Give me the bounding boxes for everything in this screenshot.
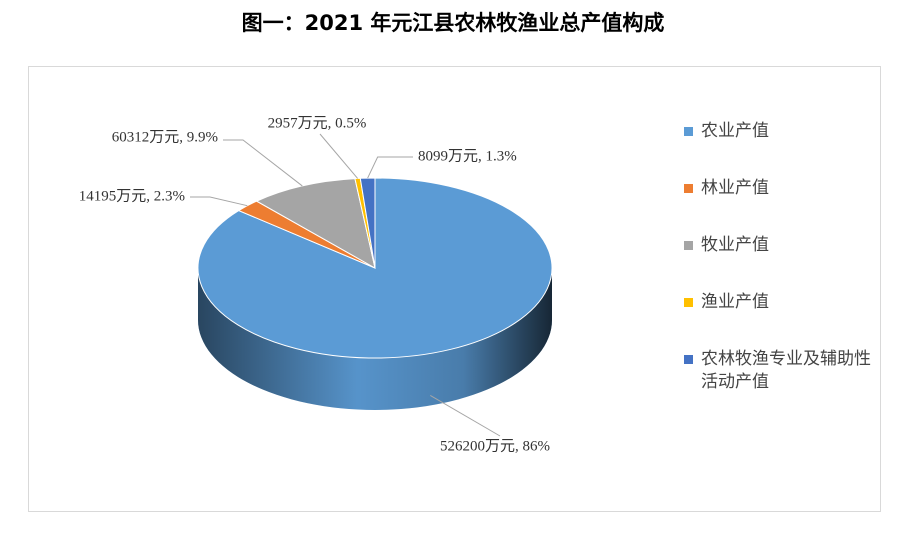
leader-line [430, 395, 501, 437]
legend-label: 渔业产值 [701, 292, 769, 312]
legend-swatch [684, 298, 693, 307]
data-label: 2957万元, 0.5% [268, 115, 367, 131]
legend-swatch [684, 241, 693, 250]
pie-slice [255, 178, 376, 269]
legend: 农业产值林业产值牧业产值渔业产值农林牧渔专业及辅助性活动产值 [684, 120, 874, 428]
legend-label: 林业产值 [701, 178, 769, 198]
pie-side-shade [198, 268, 552, 410]
leader-line [319, 133, 358, 179]
legend-label: 牧业产值 [701, 235, 769, 255]
data-label: 8099万元, 1.3% [418, 148, 517, 164]
legend-swatch [684, 127, 693, 136]
legend-item: 农林牧渔专业及辅助性活动产值 [684, 348, 874, 394]
leader-line [190, 196, 248, 207]
data-label: 14195万元, 2.3% [79, 188, 185, 204]
legend-item: 林业产值 [684, 177, 874, 200]
legend-item: 牧业产值 [684, 234, 874, 257]
legend-item: 农业产值 [684, 120, 874, 143]
pie-slice [197, 177, 553, 359]
leader-line [367, 156, 413, 179]
data-label: 60312万元, 9.9% [112, 129, 218, 145]
legend-swatch [684, 355, 693, 364]
data-label: 526200万元, 86% [440, 438, 550, 454]
legend-label: 农业产值 [701, 121, 769, 141]
legend-label: 农林牧渔专业及辅助性活动产值 [701, 349, 871, 392]
legend-swatch [684, 184, 693, 193]
legend-item: 渔业产值 [684, 291, 874, 314]
chart-title: 图一：2021 年元江县农林牧渔业总产值构成 [242, 11, 665, 35]
plot-frame [28, 66, 881, 512]
leader-line [223, 139, 303, 187]
pie: 526200万元, 86% 14195万元, 2.3% 60312万元, 9.9% 2… [79, 115, 553, 454]
